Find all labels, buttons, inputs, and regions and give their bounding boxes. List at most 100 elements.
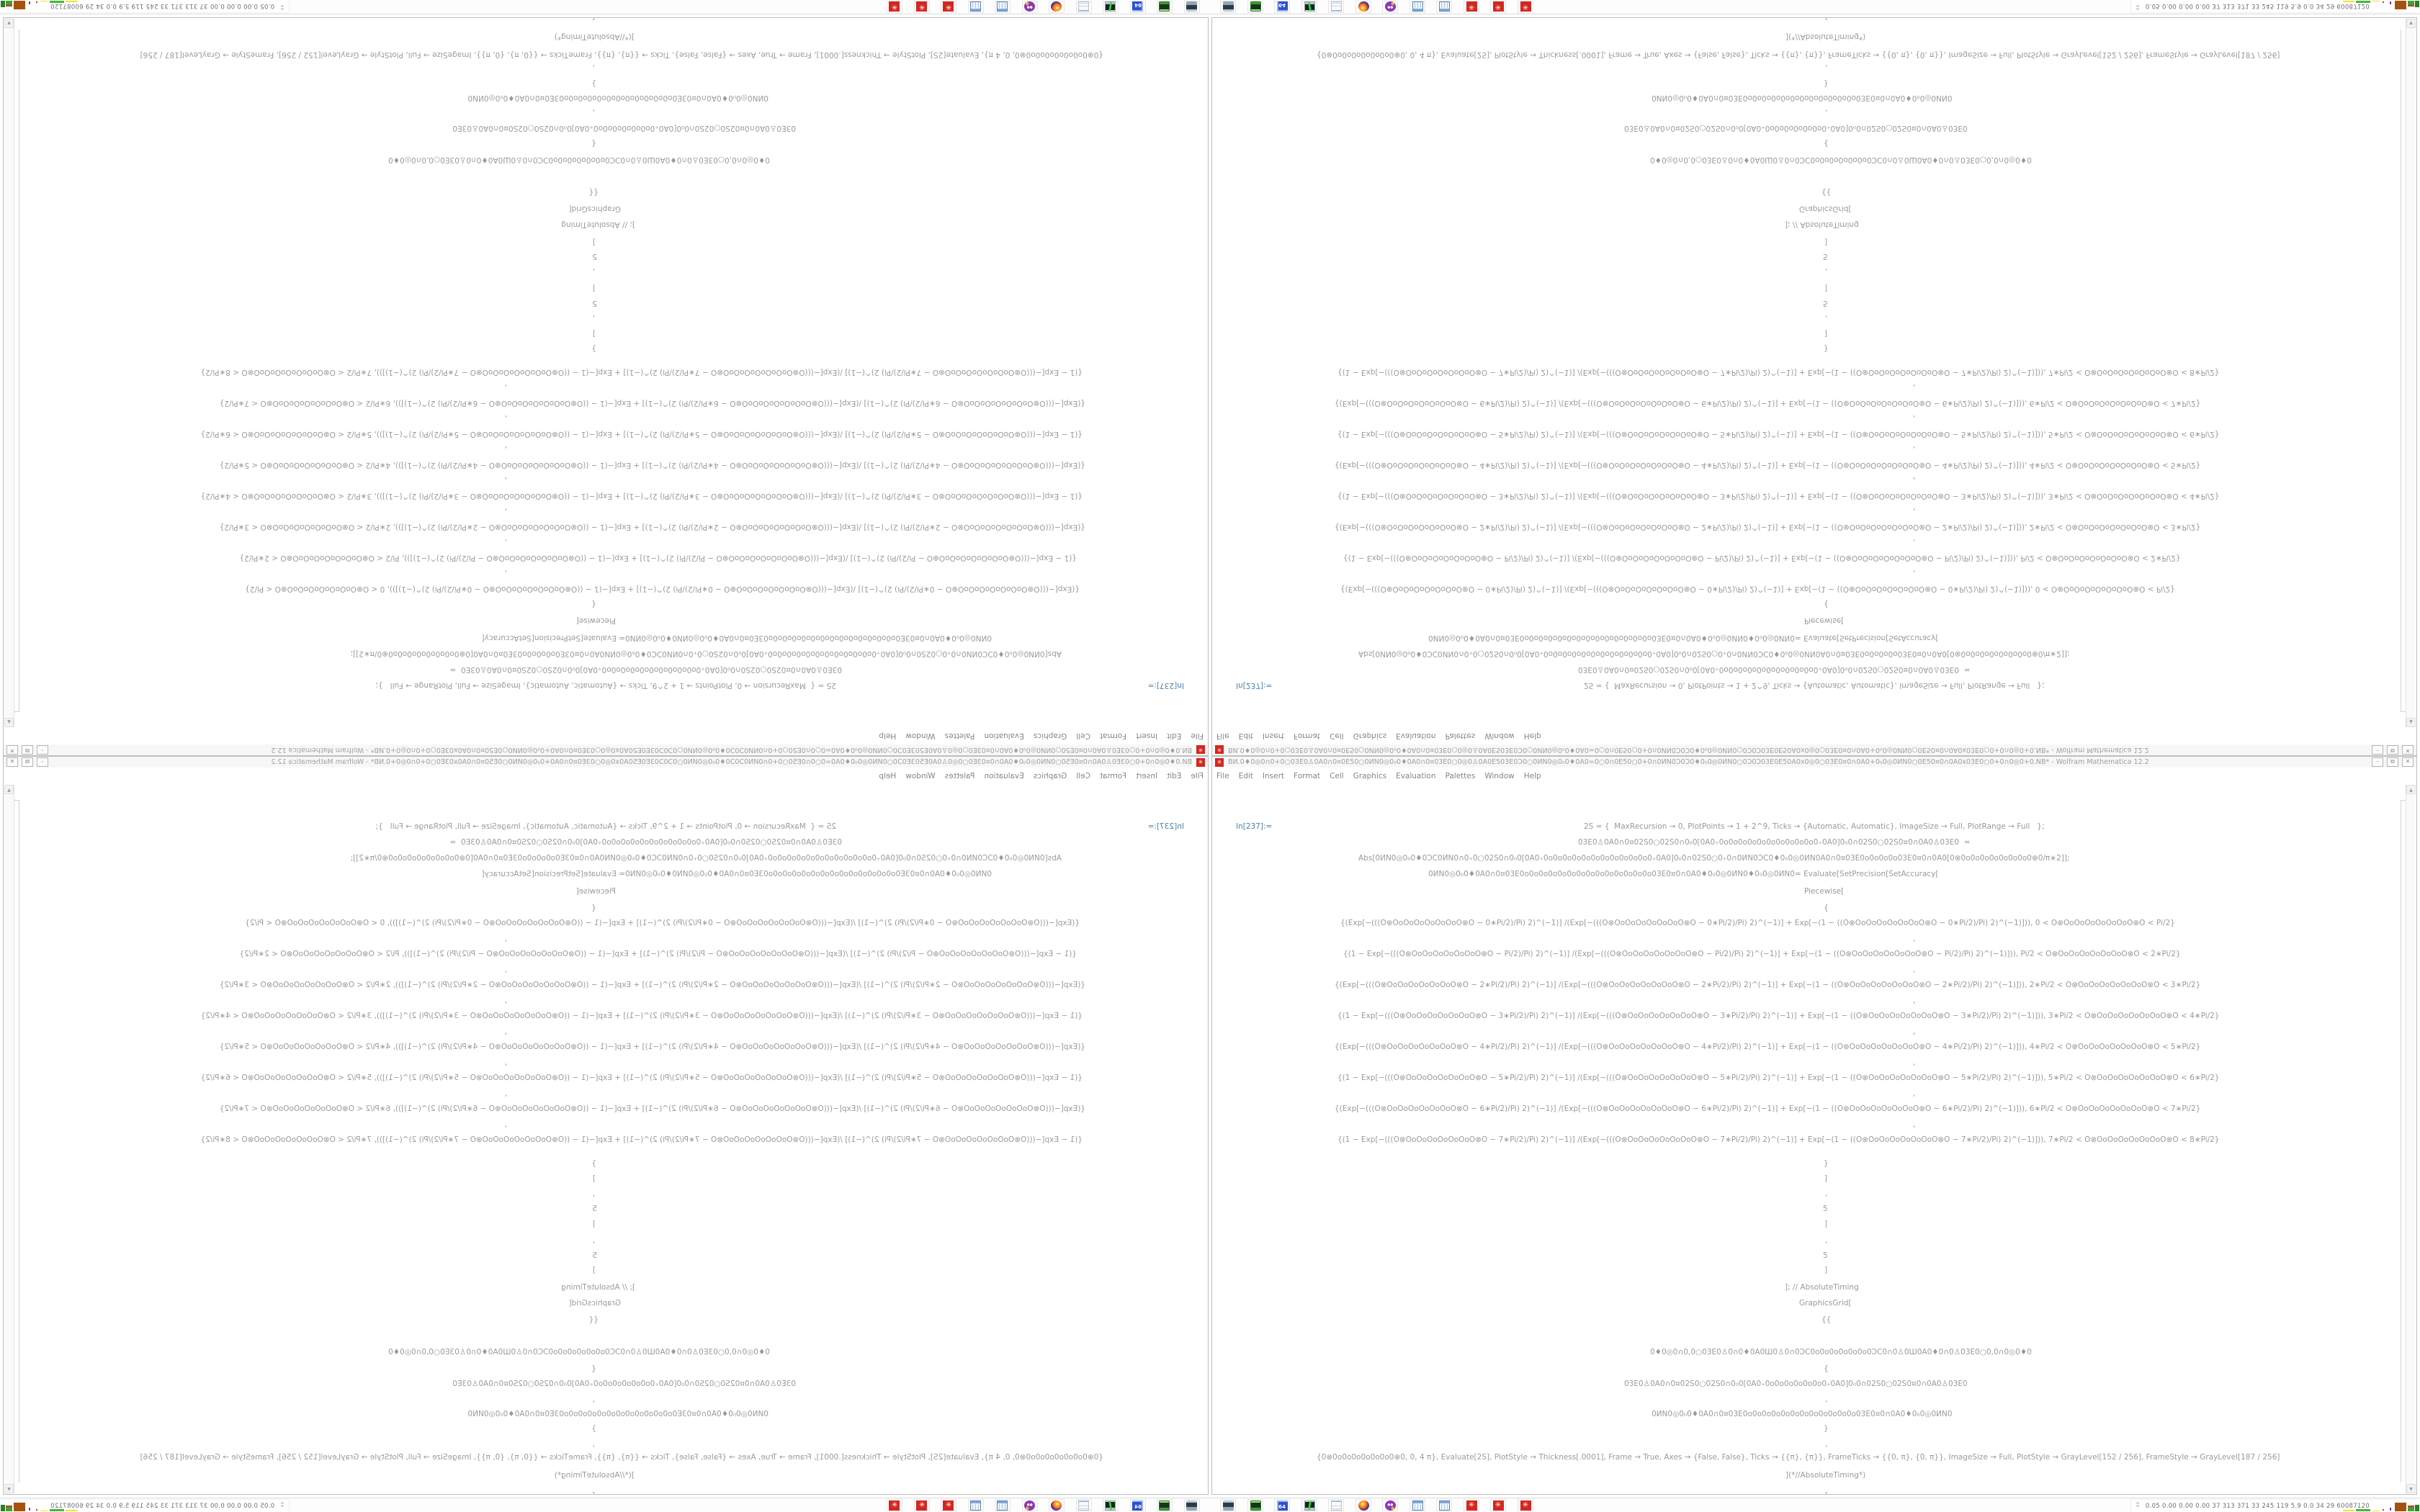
- tray-chevrons-icon[interactable]: ^ ^: [280, 1, 284, 10]
- taskbar-button[interactable]: [1355, 1, 1371, 13]
- taskbar-button[interactable]: 64: [1130, 1, 1146, 13]
- restore-button[interactable]: ⧉: [2387, 757, 2398, 767]
- restore-button[interactable]: ⧉: [22, 745, 33, 755]
- taskbar-button[interactable]: [1301, 1499, 1317, 1511]
- menu-item-insert[interactable]: Insert: [1135, 772, 1158, 780]
- menu-item-graphics[interactable]: Graphics: [1353, 732, 1387, 740]
- taskbar-button[interactable]: [1382, 1499, 1398, 1511]
- taskbar-button[interactable]: [1022, 1499, 1038, 1511]
- taskbar-button[interactable]: [1184, 1499, 1200, 1511]
- taskbar-button[interactable]: ✳: [941, 1499, 956, 1511]
- menu-item-evaluation[interactable]: Evaluation: [984, 732, 1024, 740]
- menu-item-cell[interactable]: Cell: [1330, 772, 1344, 780]
- menu-item-palettes[interactable]: Palettes: [944, 732, 975, 740]
- menu-item-file[interactable]: File: [1191, 772, 1204, 780]
- taskbar-button[interactable]: [995, 1, 1010, 13]
- menu-item-graphics[interactable]: Graphics: [1033, 772, 1067, 780]
- menu-item-evaluation[interactable]: Evaluation: [1396, 772, 1436, 780]
- menu-item-palettes[interactable]: Palettes: [1445, 732, 1476, 740]
- menu-item-file[interactable]: File: [1216, 772, 1229, 780]
- taskbar-button[interactable]: 64: [1130, 1499, 1146, 1511]
- menu-item-edit[interactable]: Edit: [1167, 772, 1182, 780]
- minimize-button[interactable]: –: [37, 757, 48, 767]
- taskbar-button[interactable]: [1157, 1, 1173, 13]
- minimize-button[interactable]: –: [2372, 745, 2383, 755]
- menu-item-cell[interactable]: Cell: [1076, 732, 1090, 740]
- menu-item-help[interactable]: Help: [879, 772, 897, 780]
- taskbar-button[interactable]: ✳: [887, 1, 902, 13]
- taskbar-button[interactable]: ✳: [1490, 1, 1506, 13]
- taskbar-button[interactable]: [1157, 1499, 1173, 1511]
- vertical-scrollbar[interactable]: ▲ ▼: [2406, 785, 2416, 1493]
- taskbar-button[interactable]: [1436, 1499, 1452, 1511]
- taskbar-button[interactable]: [1382, 1, 1398, 13]
- tray-chevrons-icon[interactable]: ^ ^: [280, 1502, 284, 1511]
- taskbar-button[interactable]: [1410, 1, 1425, 13]
- window-titlebar[interactable]: ✳ BИ.0♦0◎0∩0+0○03Ε0♙0Α0∩0¤0Ε50○0ИN0◎0₀0♦…: [4, 744, 1208, 755]
- taskbar-button[interactable]: [1103, 1, 1119, 13]
- taskbar-button[interactable]: [1328, 1499, 1344, 1511]
- notebook-content[interactable]: In[237]:= 2S = { MaxRecursion → 0, PlotPo…: [4, 18, 1208, 727]
- menu-item-cell[interactable]: Cell: [1076, 772, 1090, 780]
- taskbar-button[interactable]: [1247, 1, 1263, 13]
- taskbar-button[interactable]: [1103, 1499, 1119, 1511]
- taskbar-button[interactable]: [1049, 1499, 1065, 1511]
- restore-button[interactable]: ⧉: [2387, 745, 2398, 755]
- tray-chevrons-icon[interactable]: ^ ^: [2136, 1502, 2140, 1511]
- taskbar-button[interactable]: ✳: [887, 1499, 902, 1511]
- menu-item-window[interactable]: Window: [1484, 732, 1515, 740]
- menu-item-insert[interactable]: Insert: [1262, 772, 1285, 780]
- menu-item-insert[interactable]: Insert: [1135, 732, 1158, 740]
- close-button[interactable]: ✕: [2402, 757, 2414, 767]
- taskbar-button[interactable]: [1022, 1, 1038, 13]
- window-titlebar[interactable]: ✳ BИ.0♦0◎0∩0+0○03Ε0♙0Α0∩0¤0Ε50○0ИN0◎0₀0♦…: [4, 757, 1208, 768]
- taskbar-button[interactable]: ✳: [941, 1, 956, 13]
- notebook-content[interactable]: In[237]:= 2S = { MaxRecursion → 0, PlotPo…: [1212, 785, 2416, 1494]
- taskbar-button[interactable]: ✳: [1464, 1, 1479, 13]
- menu-item-format[interactable]: Format: [1294, 772, 1321, 780]
- scroll-down-icon[interactable]: ▼: [4, 19, 14, 28]
- menu-item-help[interactable]: Help: [1523, 732, 1541, 740]
- menu-item-edit[interactable]: Edit: [1238, 732, 1253, 740]
- vertical-scrollbar[interactable]: ▲ ▼: [2406, 19, 2416, 727]
- scroll-down-icon[interactable]: ▼: [2406, 1484, 2416, 1493]
- scroll-up-icon[interactable]: ▲: [4, 718, 14, 727]
- menu-item-edit[interactable]: Edit: [1167, 732, 1182, 740]
- menu-item-graphics[interactable]: Graphics: [1353, 772, 1387, 780]
- menu-item-evaluation[interactable]: Evaluation: [1396, 732, 1436, 740]
- taskbar-button[interactable]: [1220, 1, 1236, 13]
- scroll-up-icon[interactable]: ▲: [4, 785, 14, 794]
- taskbar-button[interactable]: [1076, 1, 1092, 13]
- scroll-down-icon[interactable]: ▼: [2406, 19, 2416, 28]
- taskbar-button[interactable]: [1301, 1, 1317, 13]
- menu-item-insert[interactable]: Insert: [1262, 732, 1285, 740]
- restore-button[interactable]: ⧉: [22, 757, 33, 767]
- taskbar-button[interactable]: [995, 1499, 1010, 1511]
- vertical-scrollbar[interactable]: ▲ ▼: [4, 785, 14, 1493]
- minimize-button[interactable]: –: [37, 745, 48, 755]
- taskbar-button[interactable]: [1436, 1, 1452, 13]
- taskbar-button[interactable]: [1410, 1499, 1425, 1511]
- menu-item-file[interactable]: File: [1191, 732, 1204, 740]
- taskbar-button[interactable]: ✳: [1518, 1, 1533, 13]
- notebook-content[interactable]: In[237]:= 2S = { MaxRecursion → 0, PlotPo…: [4, 785, 1208, 1494]
- taskbar-button[interactable]: [1247, 1499, 1263, 1511]
- menu-item-cell[interactable]: Cell: [1330, 732, 1344, 740]
- notebook-content[interactable]: In[237]:= 2S = { MaxRecursion → 0, PlotPo…: [1212, 18, 2416, 727]
- vertical-scrollbar[interactable]: ▲ ▼: [4, 19, 14, 727]
- menu-item-file[interactable]: File: [1216, 732, 1229, 740]
- menu-item-help[interactable]: Help: [879, 732, 897, 740]
- window-titlebar[interactable]: ✳ BИ.0♦0◎0∩0+0○03Ε0♙0Α0∩0¤0Ε50○0ИN0◎0₀0♦…: [1212, 744, 2416, 755]
- taskbar-button[interactable]: [1355, 1499, 1371, 1511]
- taskbar-button[interactable]: ✳: [1464, 1499, 1479, 1511]
- menu-item-format[interactable]: Format: [1099, 772, 1126, 780]
- window-titlebar[interactable]: ✳ BИ.0♦0◎0∩0+0○03Ε0♙0Α0∩0¤0Ε50○0ИN0◎0₀0♦…: [1212, 757, 2416, 768]
- close-button[interactable]: ✕: [6, 745, 18, 755]
- taskbar-button[interactable]: [1220, 1499, 1236, 1511]
- taskbar-button[interactable]: [968, 1, 984, 13]
- taskbar-button[interactable]: [1049, 1, 1065, 13]
- taskbar-button[interactable]: [1184, 1, 1200, 13]
- menu-item-palettes[interactable]: Palettes: [1445, 772, 1476, 780]
- taskbar-button[interactable]: [1076, 1499, 1092, 1511]
- scroll-down-icon[interactable]: ▼: [4, 1484, 14, 1493]
